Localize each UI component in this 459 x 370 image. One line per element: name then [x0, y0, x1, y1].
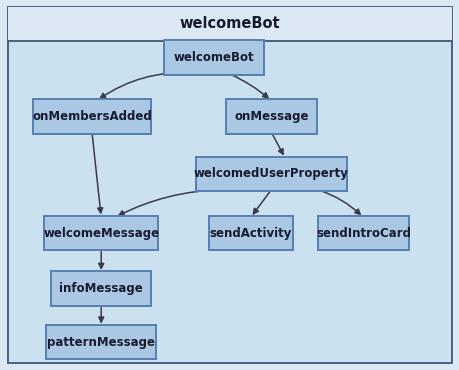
Text: sendIntroCard: sendIntroCard	[315, 226, 410, 240]
FancyBboxPatch shape	[46, 325, 156, 360]
FancyBboxPatch shape	[44, 216, 158, 250]
FancyBboxPatch shape	[51, 272, 151, 306]
FancyBboxPatch shape	[208, 216, 292, 250]
Text: welcomeMessage: welcomeMessage	[43, 226, 159, 240]
Text: onMembersAdded: onMembersAdded	[32, 110, 151, 123]
FancyBboxPatch shape	[8, 7, 451, 41]
FancyBboxPatch shape	[163, 40, 263, 75]
Text: welcomeBot: welcomeBot	[179, 16, 280, 31]
Text: welcomeBot: welcomeBot	[173, 51, 254, 64]
FancyBboxPatch shape	[196, 157, 346, 191]
Text: welcomedUserProperty: welcomedUserProperty	[194, 167, 348, 181]
Text: infoMessage: infoMessage	[59, 282, 143, 295]
Text: patternMessage: patternMessage	[47, 336, 155, 349]
Text: onMessage: onMessage	[234, 110, 308, 123]
FancyBboxPatch shape	[225, 99, 316, 134]
FancyBboxPatch shape	[317, 216, 408, 250]
FancyBboxPatch shape	[8, 7, 451, 363]
FancyBboxPatch shape	[33, 99, 151, 134]
Text: sendActivity: sendActivity	[209, 226, 291, 240]
